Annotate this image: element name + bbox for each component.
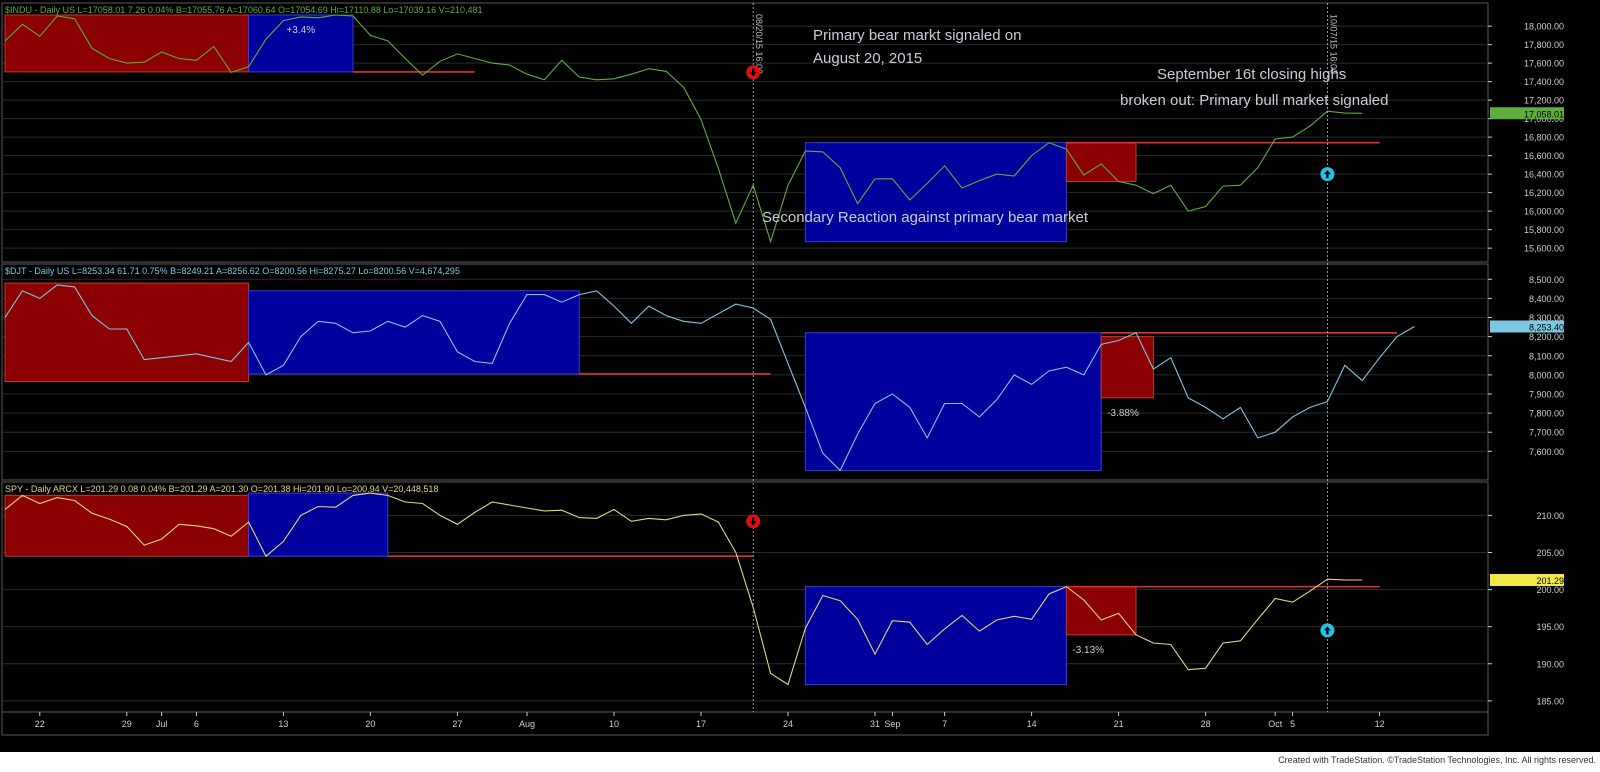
arrow-up-icon (1323, 626, 1331, 635)
last-price-label: 201.29 (1536, 576, 1564, 586)
red-range-box (4, 282, 250, 383)
box-percent-label: +3.4% (286, 25, 315, 36)
event-date-label: 08/20/15 16:00 (754, 14, 764, 74)
y-tick-label: 17,800.00 (1524, 40, 1564, 50)
x-tick-label: 29 (122, 719, 132, 729)
blue-range-box (248, 14, 354, 73)
header-layer: $INDU - Daily US L=17058.01 7.26 0.04% B… (5, 5, 482, 494)
panel-header: $DJT - Daily US L=8253.34 61.71 0.75% B=… (5, 266, 460, 276)
x-tick-label: Sep (884, 719, 900, 729)
annotation-bear-signal-line-2: August 20, 2015 (813, 50, 922, 67)
blue-range-box (804, 586, 1067, 686)
vline-layer: 08/20/15 16:00 10/07/15 16:00 (752, 3, 1338, 712)
red-range-box (1065, 142, 1137, 183)
x-tick-label: 20 (365, 719, 375, 729)
axis-layer: 15,600.00 15,800.00 16,000.00 16,200.00 16,4… (1, 22, 1564, 736)
x-tick-label: 27 (452, 719, 462, 729)
blue-range-box (248, 290, 580, 375)
footer-credit: Created with TradeStation. ©TradeStation… (1278, 755, 1596, 765)
marker-layer (746, 65, 1335, 638)
line-layer (4, 14, 1415, 686)
x-tick-label: Aug (519, 719, 535, 729)
y-tick-label: 15,600.00 (1524, 244, 1564, 254)
box-layer: +3.4% -3.88% -3.13% (4, 14, 1397, 686)
last-price-tag (1490, 574, 1564, 587)
y-tick-label: 210.00 (1536, 511, 1564, 521)
arrow-down-icon (749, 517, 757, 526)
annotation-bull-signal-line-1: September 16t closing highs (1157, 66, 1346, 83)
x-tick-label: 7 (942, 719, 947, 729)
y-tick-label: 16,800.00 (1524, 133, 1564, 143)
x-tick-label: 17 (696, 719, 706, 729)
price-line (4, 492, 1363, 686)
y-tick-label: 8,300.00 (1529, 313, 1564, 323)
y-tick-label: 17,200.00 (1524, 96, 1564, 106)
last-price-tag (1490, 107, 1564, 120)
y-tick-label: 200.00 (1536, 585, 1564, 595)
y-tick-label: 18,000.00 (1524, 22, 1564, 32)
y-tick-label: 16,000.00 (1524, 207, 1564, 217)
event-date-label: 10/07/15 16:00 (1328, 14, 1338, 74)
x-tick-label: 22 (35, 719, 45, 729)
x-tick-label: 5 (1290, 719, 1295, 729)
y-tick-label: 16,400.00 (1524, 170, 1564, 180)
annotation-bull-signal-line-2: broken out: Primary bull market signaled (1120, 92, 1388, 109)
panel-frame (1, 263, 1489, 481)
x-axis-band (1, 711, 1489, 736)
x-tick-label: 14 (1027, 719, 1037, 729)
red-range-box (1100, 336, 1154, 399)
y-tick-label: 8,400.00 (1529, 294, 1564, 304)
y-tick-label: 8,100.00 (1529, 351, 1564, 361)
x-tick-label: 12 (1375, 719, 1385, 729)
y-tick-label: 7,800.00 (1529, 409, 1564, 419)
blue-range-box (248, 492, 389, 557)
panel-header: SPY - Daily ARCX L=201.29 0.08 0.04% B=2… (5, 484, 438, 494)
annotation-secondary-reaction: Secondary Reaction against primary bear … (762, 209, 1089, 226)
y-tick-label: 16,600.00 (1524, 151, 1564, 161)
x-tick-label: 6 (194, 719, 199, 729)
y-tick-label: 8,000.00 (1529, 370, 1564, 380)
grid-layer (1, 2, 1489, 713)
last-price-label: 8,253.40 (1529, 323, 1564, 333)
panel-frame (1, 2, 1489, 263)
price-line (4, 14, 1363, 244)
box-percent-label: -3.13% (1072, 645, 1104, 656)
last-price-label: 17,058.01 (1524, 109, 1564, 119)
arrow-down-icon (749, 68, 757, 77)
x-tick-label: 31 (870, 719, 880, 729)
y-tick-label: 7,900.00 (1529, 389, 1564, 399)
y-tick-label: 7,700.00 (1529, 428, 1564, 438)
x-tick-label: 10 (609, 719, 619, 729)
blue-range-box (804, 142, 1067, 243)
y-tick-label: 185.00 (1536, 696, 1564, 706)
arrow-up-icon (1323, 170, 1331, 179)
y-tick-label: 195.00 (1536, 622, 1564, 632)
annotation-bear-signal-line-1: Primary bear markt signaled on (813, 27, 1021, 44)
box-percent-label: -3.88% (1107, 408, 1139, 419)
panel-header: $INDU - Daily US L=17058.01 7.26 0.04% B… (5, 5, 482, 15)
x-tick-label: 13 (278, 719, 288, 729)
y-tick-label: 8,500.00 (1529, 275, 1564, 285)
red-range-box (4, 494, 250, 557)
x-tick-label: Oct (1268, 719, 1283, 729)
x-tick-label: 21 (1114, 719, 1124, 729)
y-tick-label: 205.00 (1536, 548, 1564, 558)
y-tick-label: 190.00 (1536, 659, 1564, 669)
y-tick-label: 17,400.00 (1524, 77, 1564, 87)
y-tick-label: 8,200.00 (1529, 332, 1564, 342)
red-range-box (4, 14, 250, 73)
y-tick-label: 17,600.00 (1524, 59, 1564, 69)
y-tick-label: 15,800.00 (1524, 225, 1564, 235)
blue-range-box (804, 332, 1102, 471)
x-tick-label: Jul (156, 719, 168, 729)
red-range-box (1065, 586, 1137, 636)
price-line (4, 284, 1415, 472)
y-tick-label: 16,200.00 (1524, 188, 1564, 198)
x-tick-label: 24 (783, 719, 793, 729)
last-price-tag (1490, 320, 1564, 333)
y-tick-label: 7,600.00 (1529, 447, 1564, 457)
x-tick-label: 28 (1201, 719, 1211, 729)
